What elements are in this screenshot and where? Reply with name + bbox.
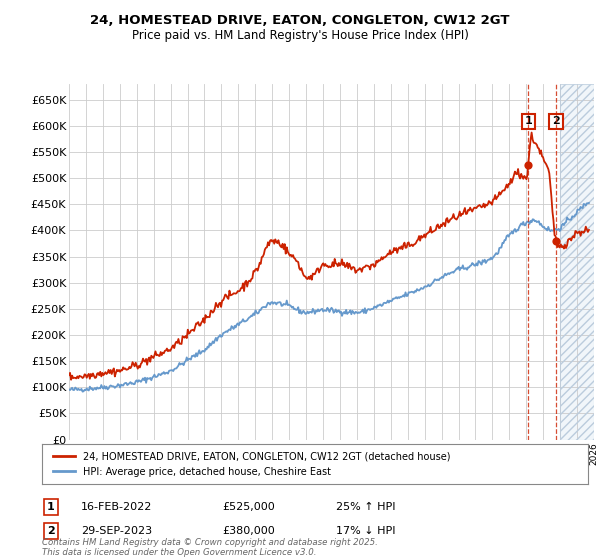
Legend: 24, HOMESTEAD DRIVE, EATON, CONGLETON, CW12 2GT (detached house), HPI: Average p: 24, HOMESTEAD DRIVE, EATON, CONGLETON, C… xyxy=(50,448,454,480)
Point xyxy=(551,236,560,245)
Text: 1: 1 xyxy=(524,116,532,127)
Text: 24, HOMESTEAD DRIVE, EATON, CONGLETON, CW12 2GT: 24, HOMESTEAD DRIVE, EATON, CONGLETON, C… xyxy=(90,14,510,27)
Text: 25% ↑ HPI: 25% ↑ HPI xyxy=(336,502,395,512)
Text: £525,000: £525,000 xyxy=(222,502,275,512)
Point xyxy=(523,161,533,170)
Text: 1: 1 xyxy=(47,502,55,512)
Text: Contains HM Land Registry data © Crown copyright and database right 2025.
This d: Contains HM Land Registry data © Crown c… xyxy=(42,538,378,557)
Text: 2: 2 xyxy=(47,526,55,536)
Text: £380,000: £380,000 xyxy=(222,526,275,536)
Text: 17% ↓ HPI: 17% ↓ HPI xyxy=(336,526,395,536)
Text: 29-SEP-2023: 29-SEP-2023 xyxy=(81,526,152,536)
Text: Price paid vs. HM Land Registry's House Price Index (HPI): Price paid vs. HM Land Registry's House … xyxy=(131,29,469,42)
Text: 2: 2 xyxy=(552,116,560,127)
Bar xyxy=(560,84,594,440)
Text: 16-FEB-2022: 16-FEB-2022 xyxy=(81,502,152,512)
